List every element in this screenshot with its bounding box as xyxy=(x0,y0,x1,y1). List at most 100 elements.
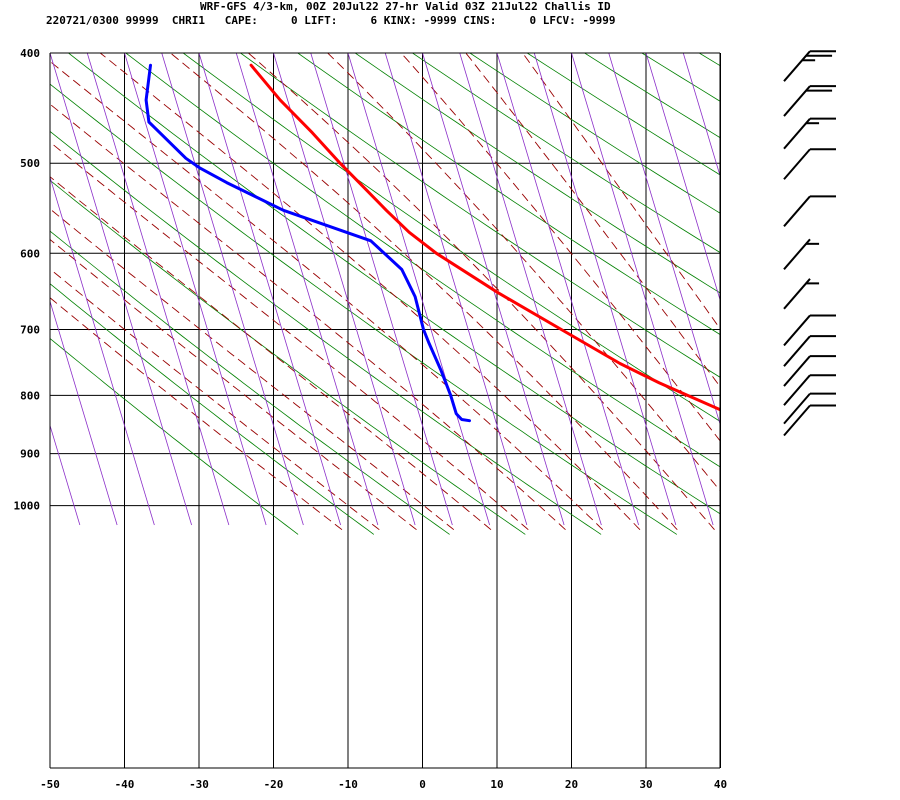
isotherm xyxy=(310,53,453,526)
wind-barb-staff xyxy=(783,392,811,425)
wind-barb-staff xyxy=(783,50,811,82)
moist-adiabat xyxy=(50,141,529,531)
wind-barb xyxy=(783,238,820,270)
wind-barb xyxy=(783,278,820,310)
dry-adiabat xyxy=(50,337,299,535)
dry-adiabat xyxy=(411,53,720,253)
wind-barb xyxy=(783,404,836,437)
moist-adiabat xyxy=(327,53,720,492)
dry-adiabat xyxy=(239,53,720,378)
wind-barb-staff xyxy=(783,278,811,310)
moist-adiabat xyxy=(169,53,678,531)
dry-adiabat xyxy=(182,53,720,422)
wind-barb xyxy=(783,374,836,406)
dry-adiabat xyxy=(884,28,900,535)
temperature-tick-label: 30 xyxy=(639,778,652,791)
temperature-tick-label: 20 xyxy=(565,778,578,791)
dry-adiabat xyxy=(50,179,526,535)
temperature-line xyxy=(249,63,720,412)
dewpoint-line xyxy=(144,63,471,423)
moist-adiabat xyxy=(465,53,720,388)
pressure-tick-label: 700 xyxy=(20,323,40,336)
wind-barb xyxy=(783,85,836,117)
isotherm xyxy=(645,53,720,302)
isotherm xyxy=(86,53,230,526)
isotherm xyxy=(608,53,720,426)
wind-barb-staff xyxy=(783,335,811,367)
isotherm xyxy=(50,175,155,526)
wind-barb xyxy=(783,148,836,180)
moist-adiabat xyxy=(50,238,417,531)
dry-adiabat xyxy=(297,53,720,335)
dry-adiabat xyxy=(771,28,900,535)
dry-adiabat xyxy=(50,130,602,535)
temperature-tick-label: -10 xyxy=(338,778,358,791)
moist-adiabat xyxy=(50,208,455,531)
pressure-tick-label: 900 xyxy=(20,448,40,461)
grid-layer xyxy=(49,52,721,768)
temperature-tick-label: -20 xyxy=(264,778,284,791)
wind-barb-staff xyxy=(783,148,811,180)
wind-barb-staff xyxy=(783,238,811,270)
moist-adiabats xyxy=(50,53,720,531)
moist-adiabat xyxy=(50,60,604,531)
isotherm xyxy=(161,53,304,526)
temperature-tick-label: -50 xyxy=(40,778,60,791)
pressure-tick-label: 1000 xyxy=(14,500,41,513)
isotherm xyxy=(198,53,341,526)
moist-adiabat xyxy=(50,297,343,531)
dry-adiabat xyxy=(583,53,720,139)
wind-barb xyxy=(783,355,836,387)
temperature-tick-label: 10 xyxy=(490,778,503,791)
wind-barb xyxy=(783,195,836,227)
isotherms xyxy=(50,53,900,526)
dry-adiabats xyxy=(50,28,900,535)
isotherm xyxy=(533,53,677,526)
wind-barb xyxy=(783,117,836,150)
isotherm xyxy=(832,53,900,525)
plot-frame xyxy=(49,52,721,769)
isotherm xyxy=(721,53,863,525)
isotherm xyxy=(347,53,490,526)
sounding-series xyxy=(144,63,720,423)
wind-barb xyxy=(783,335,836,367)
chart-subtitle: 220721/0300 99999 CHRI1 CAPE: 0 LIFT: 6 … xyxy=(46,14,616,27)
isotherm xyxy=(50,299,118,526)
moist-adiabat xyxy=(400,53,720,442)
pressure-tick-label: 600 xyxy=(20,247,40,260)
wind-barb-staff xyxy=(783,195,811,227)
wind-barb xyxy=(783,314,836,347)
wind-barb xyxy=(783,50,836,82)
wind-barb xyxy=(783,392,836,425)
isotherm xyxy=(459,53,602,526)
dry-adiabat xyxy=(828,28,900,535)
pressure-tick-label: 500 xyxy=(20,157,40,170)
isotherm xyxy=(682,53,720,177)
dry-adiabat xyxy=(50,83,678,535)
plot-area xyxy=(50,28,900,535)
dry-adiabat xyxy=(698,53,720,67)
isotherm xyxy=(758,53,900,525)
dry-adiabat xyxy=(50,283,375,535)
isotherm xyxy=(496,53,639,526)
isotherm xyxy=(235,53,379,526)
pressure-tick-label: 800 xyxy=(20,389,40,402)
dry-adiabat xyxy=(354,53,720,294)
isotherm xyxy=(870,53,900,525)
moist-adiabat xyxy=(50,176,492,531)
temperature-tick-label: -40 xyxy=(115,778,135,791)
temperature-tick-label: 40 xyxy=(714,778,727,791)
isotherm xyxy=(124,53,267,526)
temperature-ticks: -50 -40 -30 -20 -10 0 10 20 30 40 xyxy=(40,778,727,791)
moist-adiabat xyxy=(99,53,641,531)
isotherm xyxy=(384,53,528,526)
moist-adiabat xyxy=(247,53,715,530)
wind-barbs xyxy=(783,50,836,437)
wind-barb-staff xyxy=(783,374,811,406)
isotherm xyxy=(50,424,81,526)
dry-adiabat xyxy=(50,230,450,535)
isotherm xyxy=(50,53,192,526)
wind-barb-staff xyxy=(783,355,811,387)
wind-barb-staff xyxy=(783,85,811,117)
